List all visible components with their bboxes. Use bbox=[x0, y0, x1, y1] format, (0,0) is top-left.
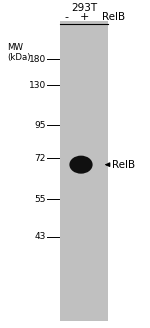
Text: MW
(kDa): MW (kDa) bbox=[8, 43, 31, 62]
Text: 55: 55 bbox=[34, 195, 46, 204]
Text: 72: 72 bbox=[34, 154, 46, 163]
Text: 43: 43 bbox=[34, 232, 46, 241]
Text: RelB: RelB bbox=[112, 160, 135, 170]
Text: 130: 130 bbox=[28, 81, 46, 90]
Bar bbox=[60, 21, 108, 321]
Text: +: + bbox=[80, 12, 89, 22]
Text: 95: 95 bbox=[34, 121, 46, 130]
Ellipse shape bbox=[69, 155, 93, 174]
Text: -: - bbox=[65, 12, 69, 22]
Text: RelB: RelB bbox=[102, 12, 125, 22]
Text: 180: 180 bbox=[28, 54, 46, 64]
Text: 293T: 293T bbox=[71, 3, 97, 13]
